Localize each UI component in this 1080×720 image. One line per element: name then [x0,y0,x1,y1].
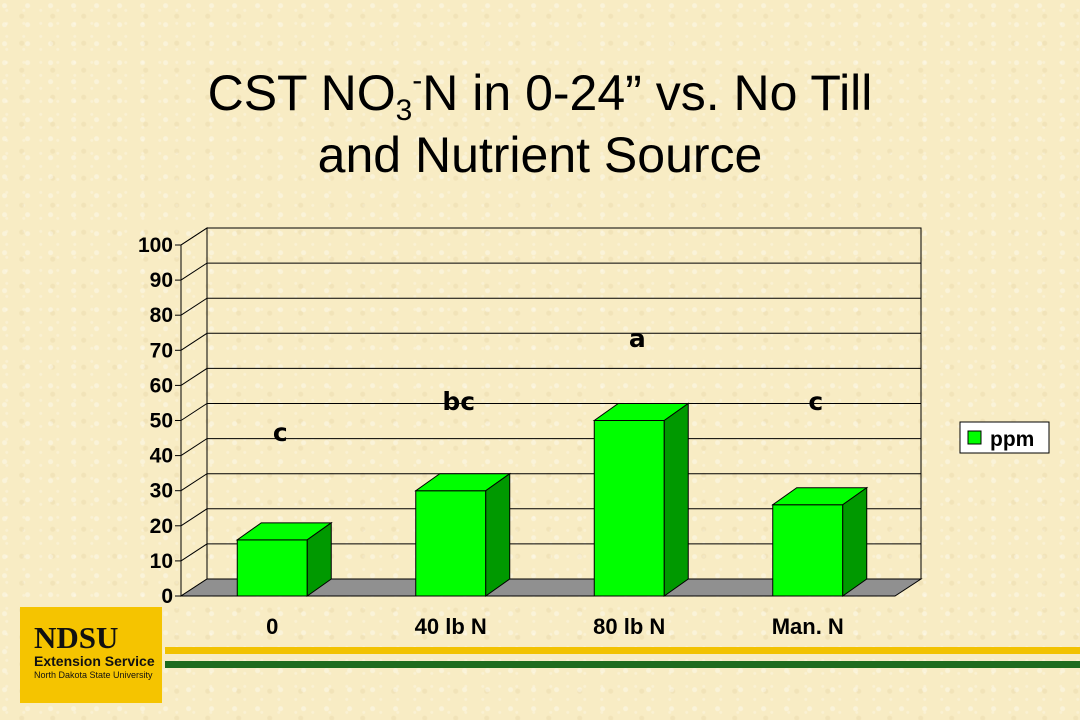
gridline [180,438,921,457]
y-tick-label: 50 [150,410,173,433]
ndsu-logo: NDSU Extension Service North Dakota Stat… [20,607,162,703]
legend-swatch [967,430,982,445]
significance-label: c [273,418,288,447]
y-tick-label: 10 [150,550,173,573]
bar-front [772,504,844,597]
y-tick-label: 40 [150,445,173,468]
bar-side [663,402,689,597]
title-text-b: N in 0-24” vs. No Till [422,65,873,121]
legend-label: ppm [990,428,1034,451]
gridline [180,262,921,281]
title-text-a: CST NO [207,65,396,121]
bar-side [306,521,332,597]
x-tick-label: 0 [266,614,278,639]
y-tick-label: 20 [150,515,173,538]
title-line-1: CST NO3-N in 0-24” vs. No Till [0,62,1080,127]
significance-label: c [808,387,823,416]
y-tick-label: 60 [150,374,173,397]
y-tick-label: 90 [150,269,173,292]
bar-front [593,420,665,597]
slide-title: CST NO3-N in 0-24” vs. No Till and Nutri… [0,62,1080,186]
x-tick-label: 40 lb N [415,614,487,639]
y-tick-label: 30 [150,480,173,503]
gridline [180,332,921,351]
bar-side [842,486,868,597]
bar-front [236,539,308,597]
gridline [180,227,921,246]
significance-label: a [629,324,646,353]
title-line-2: and Nutrient Source [317,127,763,183]
y-tick-label: 0 [161,585,173,608]
gridline [180,297,921,316]
x-tick-label: 80 lb N [593,614,665,639]
logo-tiny-text: North Dakota State University [34,670,153,680]
bar-front [415,490,487,597]
significance-label: bc [442,387,475,416]
y-tick-label: 70 [150,339,173,362]
green-stripe [165,661,1080,668]
gold-stripe [165,647,1080,654]
title-superscript: - [412,64,423,97]
gridline [180,367,921,386]
logo-main-text: NDSU [34,620,119,655]
title-subscript: 3 [395,94,413,127]
y-tick-label: 100 [138,234,173,257]
bar-side [485,472,511,597]
logo-sub-text: Extension Service [34,653,155,669]
x-tick-label: Man. N [772,614,844,639]
y-tick-label: 80 [150,304,173,327]
